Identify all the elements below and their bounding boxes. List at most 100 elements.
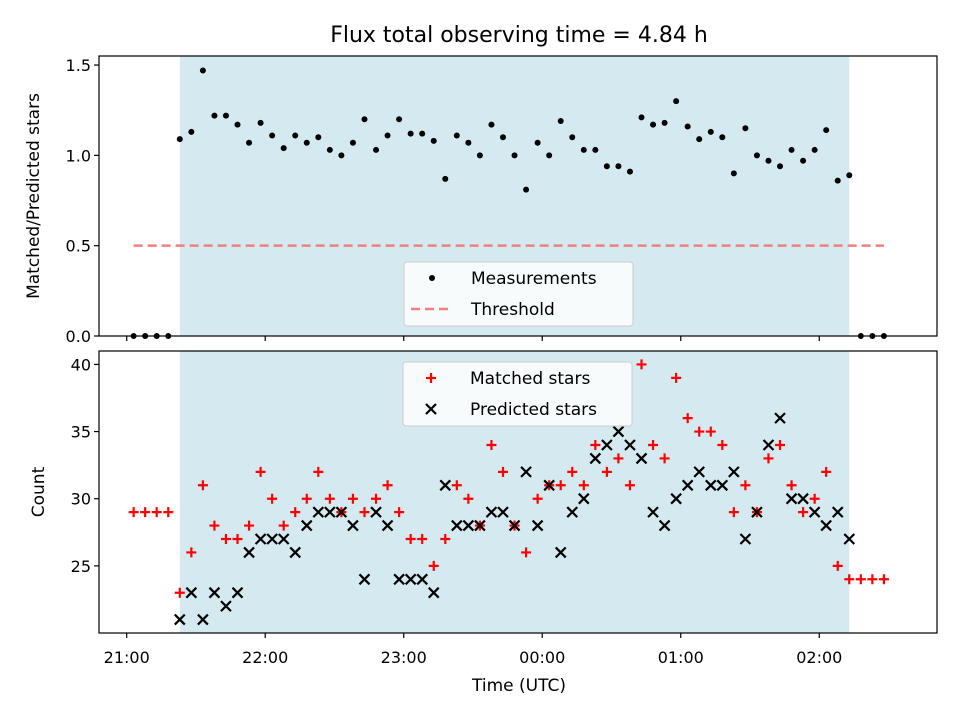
matched-star-point bbox=[867, 574, 878, 585]
measurement-point bbox=[511, 152, 518, 159]
matched-star-point bbox=[197, 480, 208, 491]
measurement-point bbox=[788, 146, 795, 153]
y-axis-label: Count bbox=[29, 466, 49, 517]
y-tick-label: 0.5 bbox=[66, 237, 91, 256]
y-tick-label: 40 bbox=[71, 355, 91, 374]
predicted-star-point bbox=[704, 479, 717, 492]
matched-star-point bbox=[128, 507, 139, 518]
measurement-point bbox=[407, 130, 414, 137]
predicted-star-point bbox=[843, 533, 856, 545]
x-tick-label: 22:00 bbox=[242, 648, 288, 667]
matched-star-point bbox=[682, 413, 693, 424]
measurement-point bbox=[580, 146, 587, 153]
predicted-star-point bbox=[508, 519, 521, 532]
matched-star-point bbox=[786, 480, 797, 491]
matched-star-point bbox=[347, 493, 358, 504]
matched-star-point bbox=[278, 520, 289, 531]
matched-star-point bbox=[567, 466, 578, 477]
measurement-point bbox=[846, 172, 853, 179]
predicted-star-point bbox=[693, 466, 705, 478]
measurement-point bbox=[292, 132, 299, 139]
predicted-star-point bbox=[197, 613, 209, 626]
predicted-star-point bbox=[427, 586, 440, 599]
x-tick-label: 01:00 bbox=[658, 648, 704, 667]
measurement-point bbox=[823, 127, 830, 134]
predicted-star-point bbox=[785, 492, 798, 505]
matched-star-point bbox=[532, 493, 543, 504]
measurement-point bbox=[811, 146, 818, 153]
predicted-star-point bbox=[658, 519, 671, 532]
measurement-point bbox=[338, 152, 345, 159]
measurement-point bbox=[742, 125, 749, 132]
legend-marker bbox=[429, 275, 435, 281]
count-panel: 25 30 35 40 21:00 22:00 23:00 00:00 01:00 02:00 Co… bbox=[29, 350, 938, 667]
predicted-star-point bbox=[324, 506, 336, 518]
matched-star-point bbox=[555, 480, 566, 491]
matched-star-point bbox=[705, 426, 716, 437]
matched-star-point bbox=[140, 507, 151, 518]
ratio-panel: 0.0 0.5 1.0 1.5 Matched/Predicted stars Measu… bbox=[24, 55, 938, 346]
predicted-star-point bbox=[520, 466, 532, 478]
predicted-star-point bbox=[174, 613, 186, 626]
legend-label: Measurements bbox=[471, 269, 597, 289]
measurement-point bbox=[777, 163, 784, 170]
y-tick-label: 35 bbox=[71, 423, 91, 442]
matched-star-point bbox=[855, 574, 866, 585]
predicted-star-point bbox=[474, 519, 486, 532]
legend-marker bbox=[426, 373, 436, 383]
matched-star-point bbox=[209, 520, 220, 531]
predicted-star-point bbox=[601, 439, 613, 451]
predicted-star-point bbox=[231, 586, 244, 599]
measurement-point bbox=[211, 112, 218, 119]
predicted-star-point bbox=[554, 546, 567, 559]
matched-star-point bbox=[186, 547, 197, 558]
predicted-star-point bbox=[485, 506, 498, 518]
predicted-star-point bbox=[451, 519, 463, 532]
predicted-star-point bbox=[347, 519, 359, 532]
measurement-point bbox=[696, 136, 703, 143]
measurement-point bbox=[453, 132, 460, 139]
matched-star-point bbox=[163, 507, 174, 518]
predicted-star-point bbox=[635, 452, 648, 465]
measurement-point bbox=[534, 139, 541, 146]
matched-star-point bbox=[832, 560, 843, 571]
x-tick-label: 00:00 bbox=[519, 648, 565, 667]
predicted-star-point bbox=[831, 506, 844, 518]
predicted-star-point bbox=[670, 492, 682, 505]
matched-star-point bbox=[648, 440, 659, 450]
measurement-point bbox=[176, 136, 183, 143]
measurement-point bbox=[569, 134, 576, 141]
matched-star-point bbox=[671, 372, 682, 383]
predicted-star-point bbox=[624, 439, 636, 451]
matched-star-point bbox=[590, 440, 601, 450]
matched-star-point bbox=[267, 493, 278, 504]
matched-star-point bbox=[821, 466, 832, 477]
predicted-star-point bbox=[300, 519, 313, 532]
measurement-point bbox=[488, 121, 495, 128]
matched-star-point bbox=[371, 493, 382, 504]
measurement-point bbox=[765, 157, 772, 164]
predicted-star-point bbox=[243, 546, 255, 559]
measurement-point bbox=[684, 123, 691, 130]
predicted-star-point bbox=[751, 506, 763, 518]
predicted-star-point bbox=[312, 506, 325, 518]
axes-frame bbox=[98, 350, 938, 634]
predicted-star-point bbox=[716, 479, 729, 492]
measurement-point bbox=[188, 128, 195, 135]
predicted-star-point bbox=[647, 506, 659, 518]
matched-star-point bbox=[636, 359, 647, 370]
predicted-star-point bbox=[681, 479, 694, 492]
predicted-star-point bbox=[416, 573, 428, 586]
predicted-star-point bbox=[566, 506, 579, 518]
predicted-star-point bbox=[543, 479, 555, 492]
predicted-star-point bbox=[439, 479, 452, 492]
legend-label: Matched stars bbox=[470, 369, 590, 389]
predicted-star-point bbox=[578, 492, 590, 505]
measurement-point bbox=[800, 157, 807, 164]
predicted-star-point bbox=[797, 492, 809, 505]
matched-star-point bbox=[417, 534, 428, 544]
matched-star-point bbox=[290, 507, 301, 518]
measurement-point bbox=[430, 137, 437, 144]
measurement-point bbox=[361, 116, 368, 123]
